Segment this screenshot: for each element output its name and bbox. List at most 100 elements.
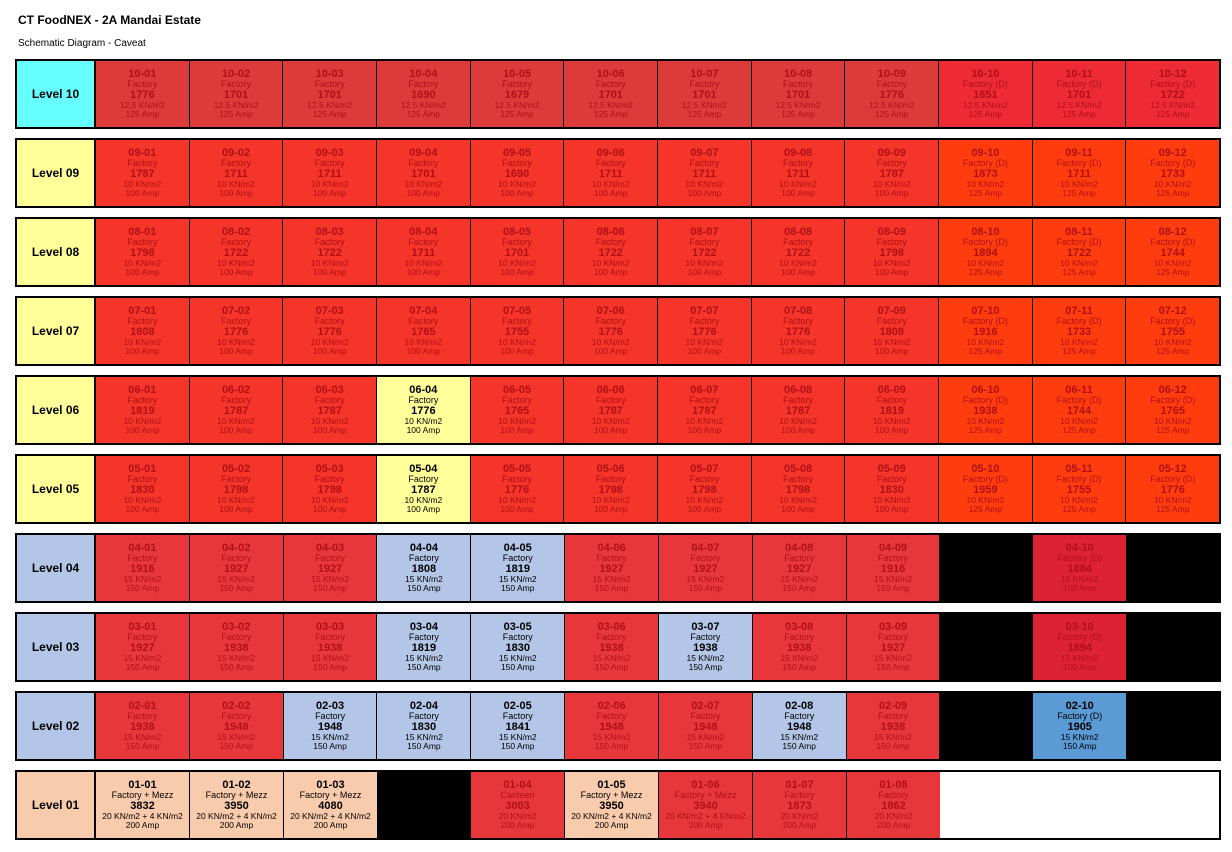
unit-id: 01-06 — [691, 778, 720, 791]
unit-area: 1938 — [317, 641, 343, 654]
unit-load: 15 KN/m2 — [592, 653, 631, 664]
unit-id: 02-09 — [878, 699, 908, 712]
unit-id: 01-05 — [597, 778, 626, 791]
unit-id: 03-10 — [1065, 620, 1094, 633]
unit-amp: 125 Amp — [874, 109, 909, 120]
unit-cell: 01-08 Factory 1862 20 KN/m2 200 Amp — [846, 772, 940, 838]
unit-type: Factory — [502, 711, 533, 722]
empty-cell — [939, 614, 1033, 680]
unit-area: 1787 — [692, 404, 717, 417]
unit-cell: 06-01 Factory 1819 10 KN/m2 100 Amp — [95, 377, 189, 443]
unit-amp: 100 Amp — [687, 188, 722, 199]
unit-id: 09-02 — [221, 146, 251, 159]
unit-cell: 10-10 Factory (D) 1851 12.5 KN/m2 125 Amp — [938, 61, 1032, 127]
unit-cell: 03-07 Factory 1938 15 KN/m2 150 Amp — [657, 614, 752, 680]
unit-id: 03-07 — [691, 620, 720, 633]
unit-type: Factory — [314, 158, 345, 169]
unit-cell: 07-10 Factory (D) 1916 10 KN/m2 125 Amp — [938, 298, 1032, 364]
unit-area: 1776 — [598, 325, 623, 338]
unit-type: Factory — [408, 316, 439, 327]
level-label: Level 02 — [17, 693, 95, 759]
level-row: Level 07 07-01 Factory 1808 10 KN/m2 100 Amp 0… — [15, 296, 1221, 366]
unit-cell: 07-01 Factory 1808 10 KN/m2 100 Amp — [95, 298, 189, 364]
unit-type: Factory — [689, 237, 720, 248]
unit-area: 1776 — [411, 404, 436, 417]
unit-amp: 100 Amp — [593, 267, 628, 278]
unit-area: 1744 — [1160, 246, 1185, 259]
unit-amp: 150 Amp — [594, 662, 629, 673]
unit-area: 1830 — [879, 483, 904, 496]
unit-type: Factory — [595, 79, 626, 90]
unit-load: 10 KN/m2 — [310, 495, 349, 506]
unit-area: 1938 — [130, 720, 155, 733]
unit-type: Factory + Mezz — [580, 790, 643, 801]
unit-amp: 100 Amp — [781, 346, 815, 357]
unit-id: 09-07 — [690, 146, 719, 159]
unit-id: 01-07 — [785, 778, 814, 791]
unit-amp: 200 Amp — [782, 820, 817, 831]
unit-load: 12.5 KN/m2 — [307, 100, 353, 111]
unit-id: 07-03 — [315, 304, 344, 317]
unit-area: 1711 — [317, 167, 342, 180]
unit-id: 04-04 — [409, 541, 438, 554]
unit-amp: 150 Amp — [219, 662, 254, 673]
unit-cell: 09-03 Factory 1711 10 KN/m2 100 Amp — [282, 140, 377, 206]
unit-load: 10 KN/m2 — [404, 416, 443, 427]
unit-load: 10 KN/m2 — [1153, 258, 1192, 269]
unit-amp: 150 Amp — [500, 741, 535, 752]
unit-area: 1798 — [223, 483, 249, 496]
unit-load: 12.5 KN/m2 — [1150, 100, 1196, 111]
unit-id: 01-03 — [316, 778, 345, 791]
unit-type: Factory (D) — [1150, 158, 1196, 169]
unit-cell: 04-05 Factory 1819 15 KN/m2 150 Amp — [470, 535, 565, 601]
unit-id: 01-04 — [503, 778, 532, 791]
unit-cell: 01-01 Factory + Mezz 3832 20 KN/m2 + 4 KN/m… — [95, 772, 189, 838]
unit-area: 1722 — [1066, 246, 1092, 259]
unit-amp: 100 Amp — [312, 267, 347, 278]
unit-cell: 08-10 Factory (D) 1894 10 KN/m2 125 Amp — [938, 219, 1032, 285]
unit-type: Factory (D) — [1150, 474, 1196, 485]
unit-area: 1711 — [411, 246, 436, 259]
unit-load: 20 KN/m2 — [498, 811, 537, 822]
unit-type: Factory (D) — [962, 474, 1008, 485]
unit-area: 1787 — [598, 404, 623, 417]
unit-amp: 125 Amp — [1155, 109, 1190, 120]
unit-area: 1916 — [880, 562, 906, 575]
unit-area: 1948 — [317, 720, 343, 733]
unit-load: 15 KN/m2 — [780, 574, 819, 585]
unit-amp: 125 Amp — [1155, 346, 1190, 357]
unit-type: Factory (D) — [1056, 79, 1102, 90]
unit-cell: 05-02 Factory 1798 10 KN/m2 100 Amp — [188, 456, 283, 522]
unit-amp: 100 Amp — [125, 504, 160, 515]
unit-id: 08-09 — [877, 225, 906, 238]
unit-load: 10 KN/m2 — [123, 495, 162, 506]
level-row: Level 06 06-01 Factory 1819 10 KN/m2 100 Amp 0… — [15, 375, 1221, 445]
unit-id: 08-05 — [502, 225, 532, 238]
unit-cell: 05-10 Factory (D) 1959 10 KN/m2 125 Amp — [938, 456, 1032, 522]
unit-area: 1830 — [505, 641, 530, 654]
unit-cell: 01-07 Factory 1873 20 KN/m2 200 Amp — [752, 772, 846, 838]
unit-id: 04-05 — [503, 541, 532, 554]
unit-amp: 125 Amp — [968, 188, 1003, 199]
unit-type: Factory — [783, 474, 814, 485]
unit-amp: 100 Amp — [125, 425, 160, 436]
unit-cell: 10-03 Factory 1701 12.5 KN/m2 125 Amp — [282, 61, 377, 127]
unit-cell: 03-06 Factory 1938 15 KN/m2 150 Amp — [564, 614, 658, 680]
unit-load: 10 KN/m2 — [685, 495, 724, 506]
unit-load: 10 KN/m2 — [498, 337, 536, 348]
unit-type: Factory — [502, 632, 533, 643]
unit-cell: 09-11 Factory (D) 1711 10 KN/m2 125 Amp — [1031, 140, 1126, 206]
unit-type: Factory — [221, 158, 252, 169]
unit-amp: 125 Amp — [968, 109, 1003, 120]
level-row: Level 03 03-01 Factory 1927 15 KN/m2 150 Amp 0… — [15, 612, 1221, 682]
unit-type: Factory — [408, 474, 439, 485]
unit-cell: 08-01 Factory 1798 10 KN/m2 100 Amp — [95, 219, 189, 285]
unit-type: Factory (D) — [1056, 237, 1102, 248]
unit-amp: 125 Amp — [1062, 267, 1096, 278]
unit-cell: 04-07 Factory 1927 15 KN/m2 150 Amp — [657, 535, 752, 601]
unit-amp: 100 Amp — [593, 346, 628, 357]
unit-id: 08-12 — [1158, 225, 1187, 238]
unit-area: 1873 — [787, 799, 812, 812]
unit-cell: 10-06 Factory 1701 12.5 KN/m2 125 Amp — [563, 61, 658, 127]
unit-load: 10 KN/m2 — [498, 179, 536, 190]
